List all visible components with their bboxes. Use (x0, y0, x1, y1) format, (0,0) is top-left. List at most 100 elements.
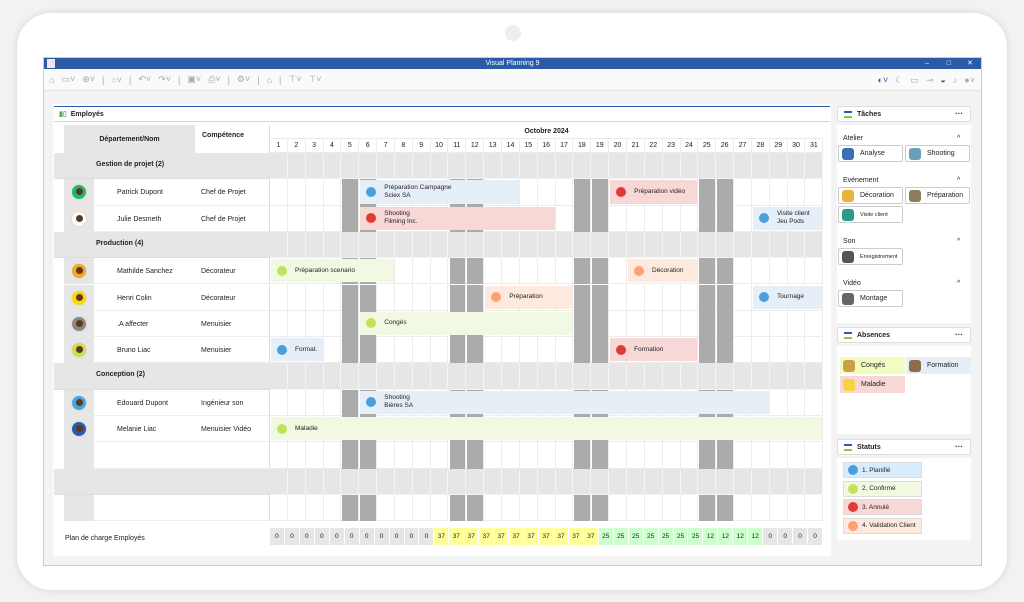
task-button[interactable]: Enregistrement (838, 248, 903, 265)
group-row[interactable] (54, 153, 823, 180)
filter-icon[interactable]: ⊤˅ (288, 74, 302, 84)
grid-cell[interactable] (270, 389, 288, 416)
grid-cell[interactable] (680, 258, 699, 285)
grid-cell[interactable] (484, 337, 503, 364)
grid-cell[interactable] (323, 337, 342, 364)
grid-cell[interactable] (377, 442, 395, 469)
grid-cell[interactable] (787, 389, 806, 416)
person-row[interactable] (94, 416, 270, 443)
grid-cell[interactable] (769, 310, 788, 338)
grid-cell[interactable] (270, 310, 288, 338)
grid-cell[interactable] (769, 494, 788, 522)
grid-cell[interactable] (430, 337, 449, 364)
grid-cell[interactable] (680, 337, 699, 364)
absence-item[interactable]: Formation (906, 357, 971, 374)
grid-cell[interactable] (430, 284, 449, 311)
task-button[interactable]: Montage (838, 290, 903, 307)
collapse-icon[interactable]: ^ (957, 238, 961, 245)
grid-cell[interactable] (734, 337, 752, 364)
grid-cell[interactable] (787, 179, 806, 206)
grid-cell[interactable] (287, 205, 306, 232)
close-button[interactable]: ✕ (967, 60, 973, 67)
add-icon[interactable]: ⊕˅ (82, 74, 95, 84)
grid-cell[interactable] (394, 337, 413, 364)
grid-cell[interactable] (627, 442, 645, 469)
group-label[interactable]: Gestion de projet (2) (96, 161, 165, 168)
grid-cell[interactable] (270, 205, 288, 232)
moon-icon[interactable]: ☾ (895, 74, 904, 85)
grid-cell[interactable] (394, 442, 413, 469)
grid-cell[interactable] (537, 258, 556, 285)
grid-cell[interactable] (519, 258, 538, 285)
grid-cell[interactable] (627, 494, 645, 522)
grid-cell[interactable] (769, 442, 788, 469)
grid-cell[interactable] (769, 179, 788, 206)
status-item[interactable]: 2. Confirmé (843, 480, 922, 497)
task-button[interactable]: Shooting (905, 145, 970, 162)
collapse-icon[interactable]: ^ (957, 280, 961, 287)
image-icon[interactable]: ▣˅ (187, 74, 202, 84)
person-name[interactable]: Patrick Dupont (117, 189, 163, 197)
grid-cell[interactable] (787, 310, 806, 338)
grid-cell[interactable] (270, 179, 288, 206)
grid-cell[interactable] (751, 389, 770, 416)
print-icon[interactable]: ⎙˅ (208, 74, 221, 84)
circle-icon[interactable]: ○˅ (111, 74, 123, 85)
grid-cell[interactable] (519, 442, 538, 469)
grid-cell[interactable] (502, 442, 520, 469)
person-name[interactable]: .A affecter (117, 320, 149, 328)
help-icon[interactable]: ●˅ (964, 75, 975, 85)
grid-cell[interactable] (305, 442, 324, 469)
home-icon[interactable]: ⌂ (49, 74, 55, 85)
grid-cell[interactable] (270, 442, 288, 469)
event-bar[interactable]: Shooting Bières SA (360, 390, 769, 414)
grid-cell[interactable] (287, 389, 306, 416)
grid-cell[interactable] (644, 284, 663, 311)
grid-cell[interactable] (609, 205, 627, 232)
task-button[interactable]: Préparation (905, 187, 970, 204)
grid-cell[interactable] (519, 179, 538, 206)
grid-cell[interactable] (662, 284, 681, 311)
grid-cell[interactable] (662, 442, 681, 469)
grid-cell[interactable] (751, 179, 770, 206)
grid-cell[interactable] (555, 205, 574, 232)
grid-cell[interactable] (537, 205, 556, 232)
grid-cell[interactable] (519, 494, 538, 522)
grid-cell[interactable] (377, 284, 395, 311)
grid-cell[interactable] (484, 258, 503, 285)
grid-cell[interactable] (555, 442, 574, 469)
task-button[interactable]: Décoration (838, 187, 903, 204)
event-bar[interactable]: Formation (610, 338, 698, 362)
event-bar[interactable]: Shooting Filming Inc. (360, 206, 555, 230)
grid-cell[interactable] (323, 389, 342, 416)
grid-cell[interactable] (627, 310, 645, 338)
redo-icon[interactable]: ↷˅ (158, 74, 171, 84)
grid-cell[interactable] (644, 310, 663, 338)
event-bar[interactable]: Tournage (752, 285, 823, 309)
task-button[interactable]: Analyse (838, 145, 903, 162)
grid-cell[interactable] (805, 179, 824, 206)
status-item[interactable]: 3. Annulé (843, 499, 922, 515)
group-label[interactable]: Production (4) (96, 239, 144, 247)
grid-cell[interactable] (644, 494, 663, 522)
grid-cell[interactable] (644, 442, 663, 469)
person-row[interactable] (94, 310, 270, 338)
grid-cell[interactable] (305, 284, 324, 311)
grid-cell[interactable] (805, 416, 824, 443)
undo-icon[interactable]: ↶˅ (138, 74, 152, 84)
grid-cell[interactable] (323, 494, 342, 522)
grid-cell[interactable] (555, 258, 574, 285)
grid-cell[interactable] (680, 310, 699, 338)
grid-cell[interactable] (323, 442, 342, 469)
grid-cell[interactable] (555, 179, 574, 206)
grid-cell[interactable] (609, 494, 627, 522)
collapse-icon[interactable]: ^ (957, 135, 961, 142)
grid-cell[interactable] (734, 494, 752, 522)
grid-cell[interactable] (751, 494, 770, 522)
event-bar[interactable]: Préparation (485, 285, 573, 309)
event-bar[interactable]: Préparation Campagne Sciex SA (360, 180, 519, 204)
person-row[interactable] (94, 442, 270, 469)
grid-cell[interactable] (430, 442, 449, 469)
grid-cell[interactable] (323, 284, 342, 311)
grid-cell[interactable] (662, 205, 681, 232)
